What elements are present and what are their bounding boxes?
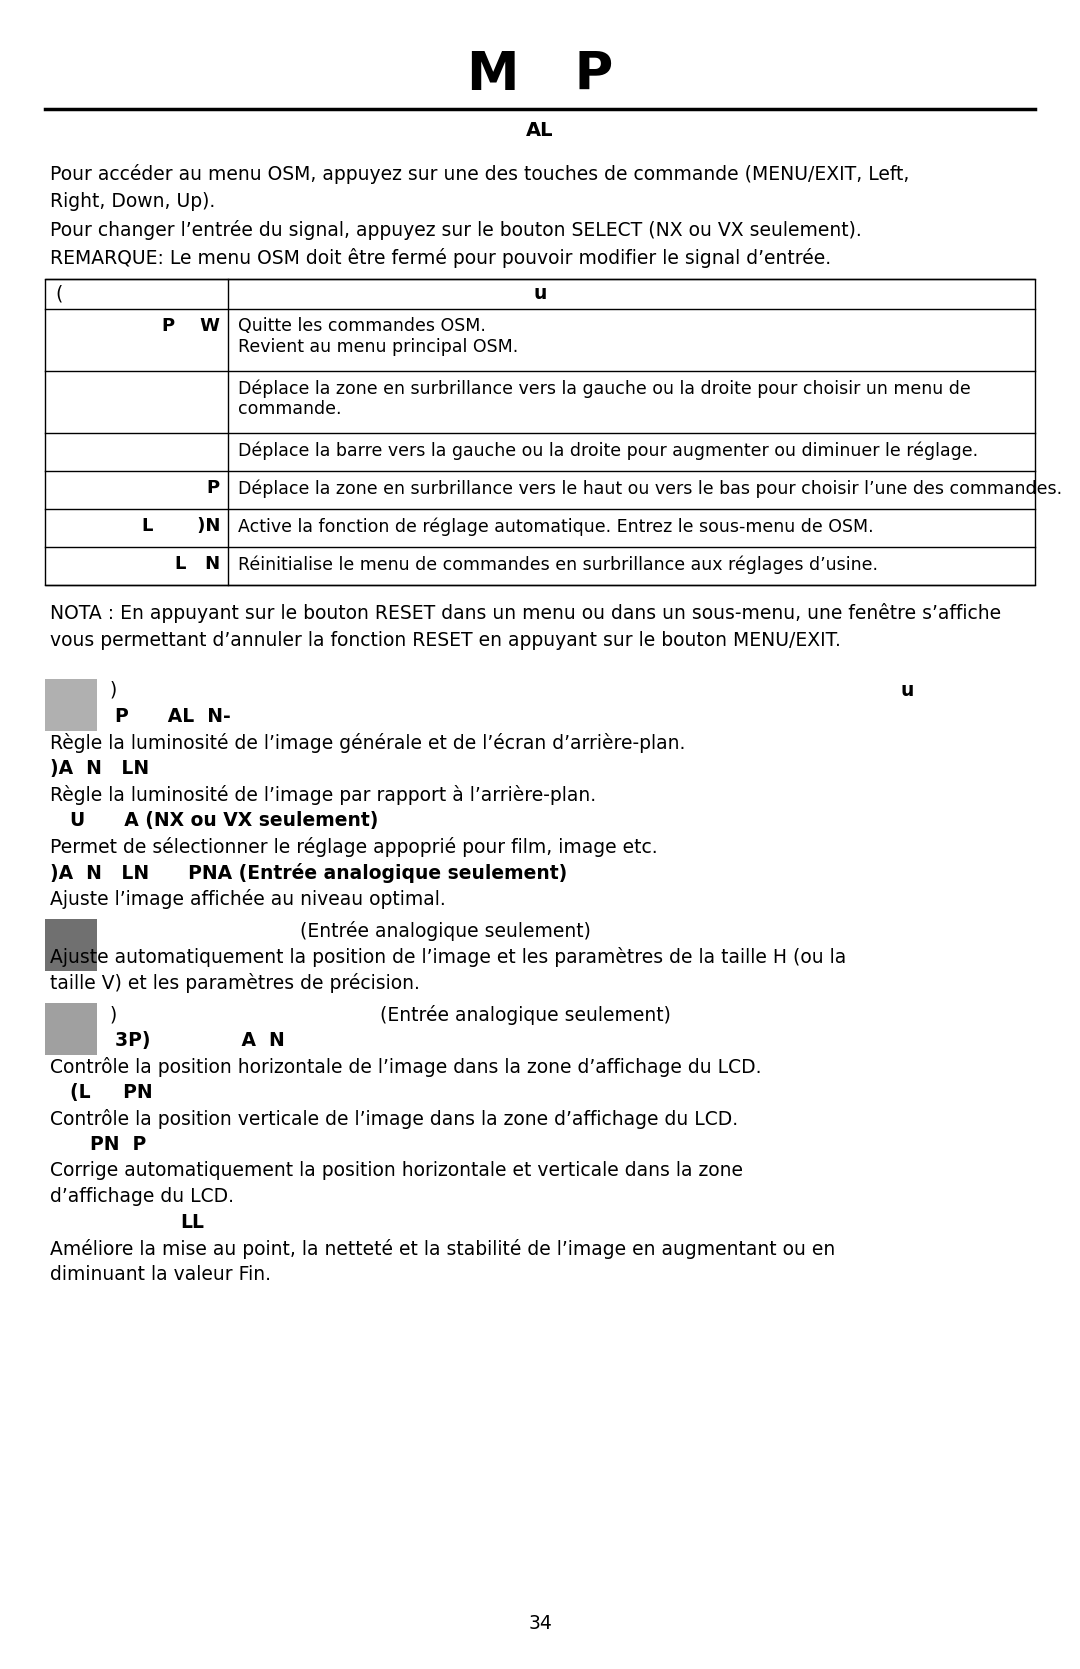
Bar — [45, 1003, 97, 1055]
Text: REMARQUE: Le menu OSM doit être fermé pour pouvoir modifier le signal d’entrée.: REMARQUE: Le menu OSM doit être fermé po… — [50, 249, 832, 269]
Text: PN  P: PN P — [90, 1135, 146, 1153]
Text: Permet de sélectionner le réglage appoprié pour film, image etc.: Permet de sélectionner le réglage appopr… — [50, 836, 658, 856]
Text: Déplace la barre vers la gauche ou la droite pour augmenter ou diminuer le régla: Déplace la barre vers la gauche ou la dr… — [238, 441, 978, 459]
Text: )A  N   LN      PNA (Entrée analogique seulement): )A N LN PNA (Entrée analogique seulement… — [50, 863, 567, 883]
Text: AL: AL — [526, 120, 554, 140]
Bar — [45, 920, 97, 971]
Text: Quitte les commandes OSM.
Revient au menu principal OSM.: Quitte les commandes OSM. Revient au men… — [238, 317, 518, 355]
Text: Déplace la zone en surbrillance vers le haut ou vers le bas pour choisir l’une d: Déplace la zone en surbrillance vers le … — [238, 479, 1062, 497]
Text: U      A (NX ou VX seulement): U A (NX ou VX seulement) — [70, 811, 378, 829]
Text: (Entrée analogique seulement): (Entrée analogique seulement) — [380, 1005, 671, 1025]
Text: M   P: M P — [467, 48, 613, 102]
Text: u: u — [900, 681, 914, 699]
Text: Ajuste automatiquement la position de l’image et les paramètres de la taille H (: Ajuste automatiquement la position de l’… — [50, 946, 847, 966]
Text: (L     PN: (L PN — [70, 1083, 152, 1102]
Text: P    W: P W — [162, 317, 220, 335]
Text: Corrige automatiquement la position horizontale et verticale dans la zone: Corrige automatiquement la position hori… — [50, 1162, 743, 1180]
Text: Pour changer l’entrée du signal, appuyez sur le bouton SELECT (NX ou VX seulemen: Pour changer l’entrée du signal, appuyez… — [50, 220, 862, 240]
Text: 3P)              A  N: 3P) A N — [114, 1031, 285, 1050]
Text: u: u — [534, 284, 546, 304]
Text: Réinitialise le menu de commandes en surbrillance aux réglages d’usine.: Réinitialise le menu de commandes en sur… — [238, 556, 878, 574]
Text: ): ) — [110, 681, 118, 699]
Text: Pour accéder au menu OSM, appuyez sur une des touches de commande (MENU/EXIT, Le: Pour accéder au menu OSM, appuyez sur un… — [50, 164, 909, 184]
Text: Améliore la mise au point, la netteté et la stabilité de l’image en augmentant o: Améliore la mise au point, la netteté et… — [50, 1238, 835, 1258]
Text: Right, Down, Up).: Right, Down, Up). — [50, 192, 215, 210]
Text: P: P — [207, 479, 220, 497]
Text: Déplace la zone en surbrillance vers la gauche ou la droite pour choisir un menu: Déplace la zone en surbrillance vers la … — [238, 379, 971, 419]
Text: (Entrée analogique seulement): (Entrée analogique seulement) — [300, 921, 591, 941]
Text: Contrôle la position horizontale de l’image dans la zone d’affichage du LCD.: Contrôle la position horizontale de l’im… — [50, 1056, 761, 1077]
Text: taille V) et les paramètres de précision.: taille V) et les paramètres de précision… — [50, 973, 420, 993]
Text: vous permettant d’annuler la fonction RESET en appuyant sur le bouton MENU/EXIT.: vous permettant d’annuler la fonction RE… — [50, 631, 841, 649]
Text: Règle la luminosité de l’image générale et de l’écran d’arrière-plan.: Règle la luminosité de l’image générale … — [50, 733, 686, 753]
Text: diminuant la valeur Fin.: diminuant la valeur Fin. — [50, 1265, 271, 1283]
Bar — [45, 679, 97, 731]
Text: Active la fonction de réglage automatique. Entrez le sous-menu de OSM.: Active la fonction de réglage automatiqu… — [238, 517, 874, 536]
Text: Contrôle la position verticale de l’image dans la zone d’affichage du LCD.: Contrôle la position verticale de l’imag… — [50, 1108, 738, 1128]
Text: d’affichage du LCD.: d’affichage du LCD. — [50, 1187, 234, 1207]
Text: )A  N   LN: )A N LN — [50, 759, 149, 778]
Text: (: ( — [55, 284, 63, 304]
Text: LL: LL — [180, 1213, 204, 1232]
Text: ): ) — [110, 1005, 118, 1025]
Text: L       )N: L )N — [141, 517, 220, 536]
Text: Ajuste l’image affichée au niveau optimal.: Ajuste l’image affichée au niveau optima… — [50, 890, 446, 910]
Text: NOTA : En appuyant sur le bouton RESET dans un menu ou dans un sous-menu, une fe: NOTA : En appuyant sur le bouton RESET d… — [50, 603, 1001, 623]
Bar — [45, 279, 1035, 586]
Text: P      AL  N-: P AL N- — [114, 708, 231, 726]
Text: Règle la luminosité de l’image par rapport à l’arrière-plan.: Règle la luminosité de l’image par rappo… — [50, 784, 596, 804]
Text: L   N: L N — [175, 556, 220, 572]
Text: 34: 34 — [528, 1614, 552, 1632]
